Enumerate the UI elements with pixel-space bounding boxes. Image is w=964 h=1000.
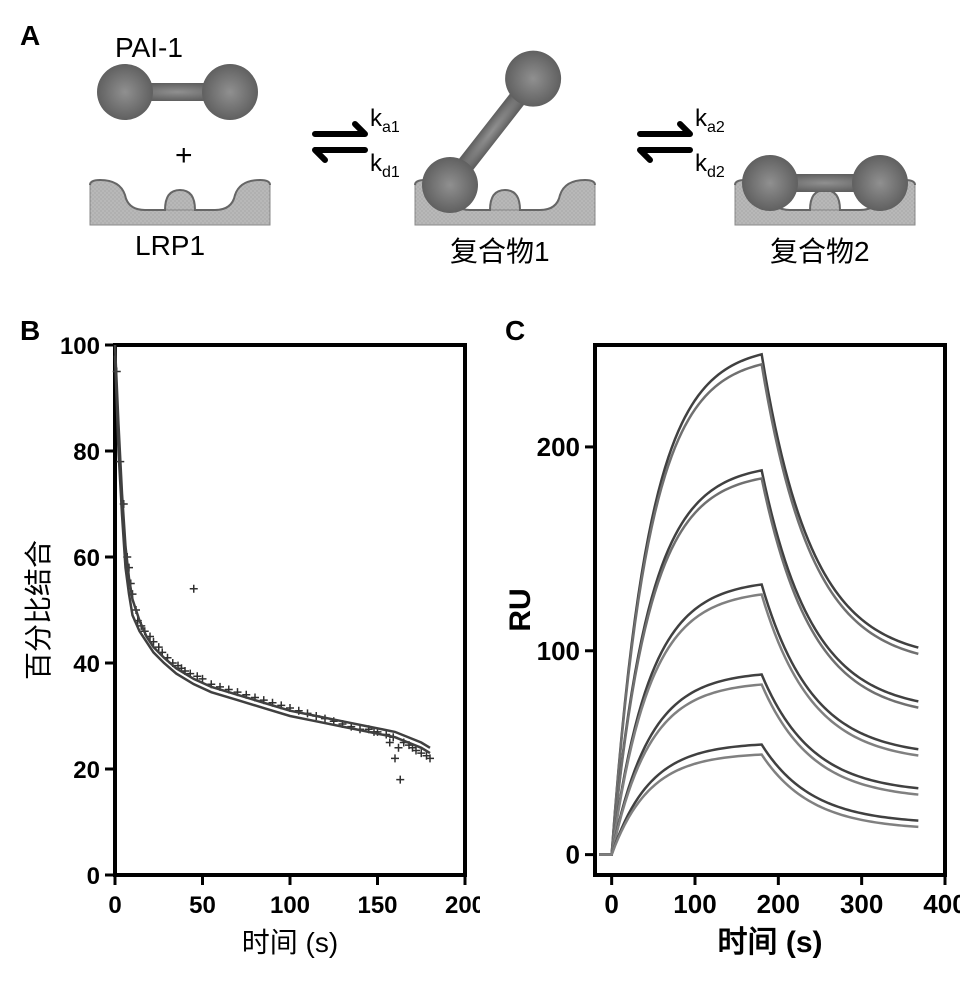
svg-text:300: 300 [840,889,883,919]
svg-text:100: 100 [270,892,310,919]
complex1-label: 复合物1 [450,230,550,270]
complex2-label: 复合物2 [770,230,870,270]
state-3 [735,155,915,225]
panel-a-diagram: + [60,30,940,300]
state-1: + [90,64,270,225]
pai1-label: PAI-1 [115,32,183,64]
svg-text:100: 100 [60,333,100,360]
panel-a: A [20,20,944,310]
chart-c-svg: 0 100 200 300 400 0 100 200 时间 (s) RU [500,320,960,970]
panel-b: B 050100150200020406080100时间 (s)百分比结合 [20,320,480,975]
svg-text:0: 0 [604,889,618,919]
equilibrium-arrows-1 [315,124,365,160]
lrp1-receptor [90,180,270,225]
svg-text:0: 0 [108,892,121,919]
kd1-label: kd1 [370,150,400,182]
plus-sign: + [175,139,193,172]
equilibrium-arrows-2 [640,124,690,160]
svg-text:150: 150 [357,892,397,919]
svg-text:时间 (s): 时间 (s) [242,927,338,958]
panel-a-label: A [20,20,40,52]
panel-c-label: C [505,315,525,347]
complex1-dumbbell [411,39,573,224]
svg-text:0: 0 [87,863,100,890]
svg-text:百分比结合: 百分比结合 [23,540,54,680]
svg-text:100: 100 [537,636,580,666]
svg-text:200: 200 [537,432,580,462]
svg-text:0: 0 [566,840,580,870]
lrp1-label: LRP1 [135,230,205,262]
kd2-label: kd2 [695,150,725,182]
svg-text:200: 200 [445,892,480,919]
svg-text:50: 50 [189,892,216,919]
svg-text:40: 40 [73,651,100,678]
svg-text:100: 100 [673,889,716,919]
state-2 [411,39,595,225]
panel-b-label: B [20,315,40,347]
svg-text:400: 400 [923,889,960,919]
ka2-label: ka2 [695,105,725,137]
svg-text:RU: RU [504,588,537,631]
pai1-dumbbell [97,64,258,120]
bottom-row: B 050100150200020406080100时间 (s)百分比结合 C … [20,320,944,975]
svg-text:80: 80 [73,439,100,466]
svg-text:时间 (s): 时间 (s) [718,926,823,959]
svg-text:200: 200 [757,889,800,919]
ka1-label: ka1 [370,105,400,137]
svg-text:20: 20 [73,757,100,784]
panel-c: C 01002003004000100200时间 (s)RU [500,320,960,975]
figure-container: A [20,20,944,975]
chart-b-svg: 0 50 100 150 200 0 20 40 60 80 100 时间 (s) 百分比结合 [20,320,480,970]
svg-text:60: 60 [73,545,100,572]
